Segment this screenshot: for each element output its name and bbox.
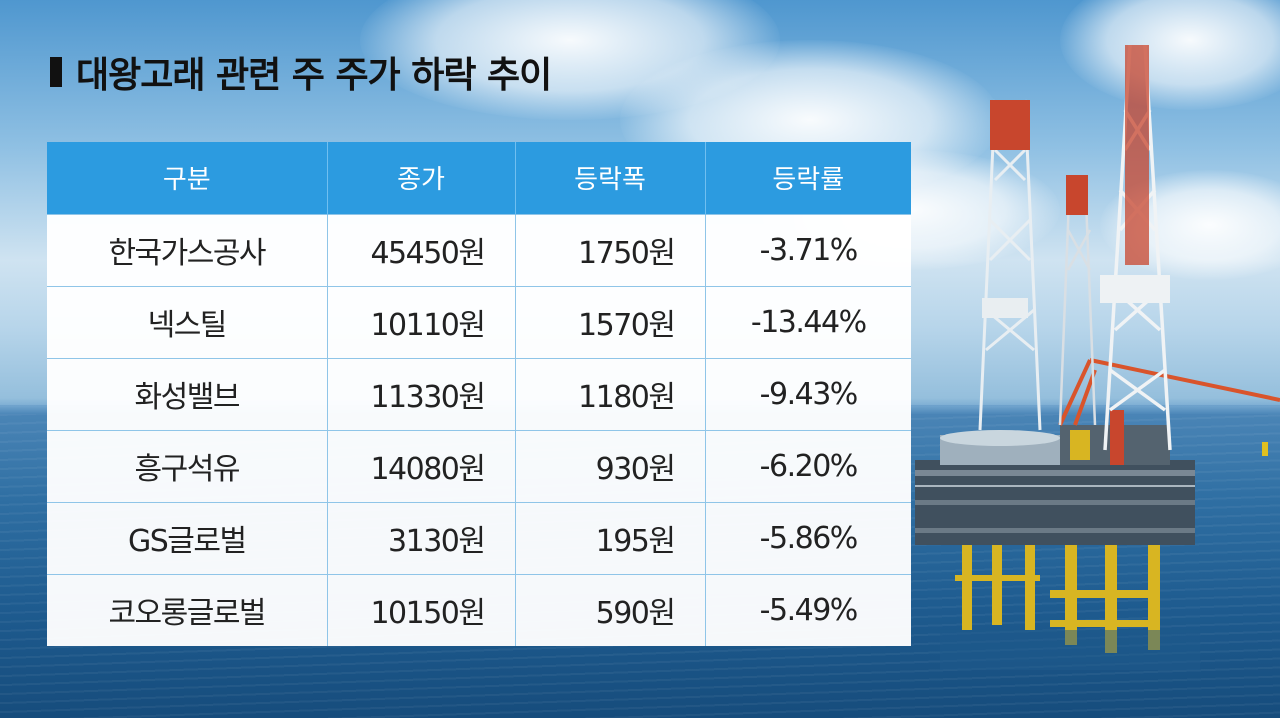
table-row: GS글로벌 3130원 195원 -5.86%	[47, 501, 911, 574]
stock-table: 구분 종가 등락폭 등락률 한국가스공사 45450원 1750원 -3.71%…	[47, 142, 911, 646]
cell-price: 10150원	[327, 573, 516, 646]
cell-rate: -3.71%	[705, 213, 911, 286]
title-square-icon	[50, 57, 62, 87]
table-header-row: 구분 종가 등락폭 등락률	[47, 142, 911, 214]
cell-rate: -13.44%	[705, 285, 911, 358]
cell-rate: -9.43%	[705, 357, 911, 430]
title-text: 대왕고래 관련 주 주가 하락 추이	[76, 55, 552, 96]
rig-derrick-left-top	[990, 100, 1030, 150]
cell-name: 화성밸브	[47, 357, 328, 430]
cell-name: 넥스틸	[47, 285, 328, 358]
rig-crane	[1058, 358, 1280, 426]
buoy	[1262, 442, 1268, 456]
cell-price: 10110원	[327, 285, 516, 358]
rig-derrick-middle	[1058, 174, 1097, 426]
cell-change: 930원	[515, 429, 706, 502]
stock-table-container: 구분 종가 등락폭 등락률 한국가스공사 45450원 1750원 -3.71%…	[47, 142, 911, 646]
table-row: 코오롱글로벌 10150원 590원 -5.49%	[47, 573, 911, 646]
header-closing-price: 종가	[327, 142, 516, 214]
table-row: 화성밸브 11330원 1180원 -9.43%	[47, 357, 911, 430]
rig-derrick-right-red	[1125, 45, 1149, 265]
oil-rig-illustration	[915, 44, 1280, 670]
cell-change: 590원	[515, 573, 706, 646]
rig-derrick-left	[978, 99, 1042, 431]
cell-rate: -6.20%	[705, 429, 911, 502]
cell-name: 한국가스공사	[47, 213, 328, 286]
cell-price: 11330원	[327, 357, 516, 430]
rig-legs	[955, 530, 1160, 653]
table-row: 흥구석유 14080원 930원 -6.20%	[47, 429, 911, 502]
cell-name: 흥구석유	[47, 429, 328, 502]
rig-deck	[915, 410, 1195, 545]
cell-name: 코오롱글로벌	[47, 573, 328, 646]
cell-change: 1570원	[515, 285, 706, 358]
cell-change: 1750원	[515, 213, 706, 286]
cell-price: 45450원	[327, 213, 516, 286]
cell-name: GS글로벌	[47, 501, 328, 574]
cell-price: 3130원	[327, 501, 516, 574]
header-change-rate: 등락률	[705, 142, 911, 214]
header-category: 구분	[47, 142, 328, 214]
header-change-amount: 등락폭	[515, 142, 706, 214]
cell-change: 195원	[515, 501, 706, 574]
table-row: 넥스틸 10110원 1570원 -13.44%	[47, 285, 911, 358]
cell-rate: -5.86%	[705, 501, 911, 574]
cell-rate: -5.49%	[705, 573, 911, 646]
cell-change: 1180원	[515, 357, 706, 430]
title: 대왕고래 관련 주 주가 하락 추이	[50, 42, 552, 102]
table-row: 한국가스공사 45450원 1750원 -3.71%	[47, 213, 911, 286]
cell-price: 14080원	[327, 429, 516, 502]
